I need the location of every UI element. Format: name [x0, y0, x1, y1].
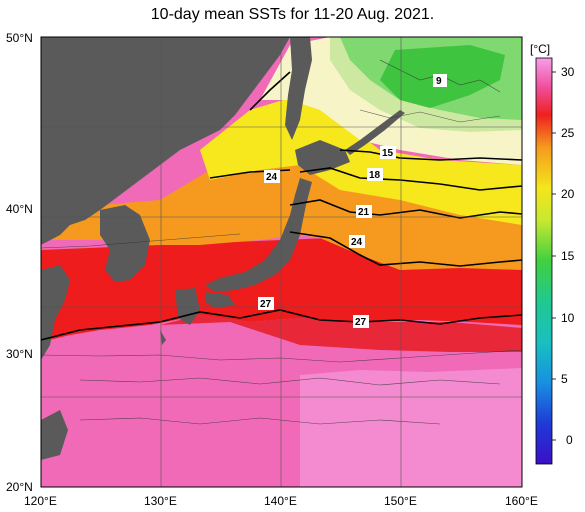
contour-labels: 9 15 18 21 24 24 27 27: [258, 74, 447, 328]
colorbar-tick-0: 0: [566, 433, 573, 447]
colorbar-tick-30: 30: [561, 65, 575, 79]
lon-label-150: 150°E: [384, 494, 417, 508]
contour-label-27-east: 27: [355, 317, 367, 328]
lon-label-130: 130°E: [144, 494, 177, 508]
contour-label-24-north: 24: [266, 172, 278, 183]
contour-label-18: 18: [369, 170, 381, 181]
colorbar-unit: [°C]: [530, 42, 550, 56]
colorbar-tick-5: 5: [561, 372, 568, 386]
hokkaido-landmass: [295, 140, 350, 175]
graticule: [41, 37, 522, 487]
sakhalin-landmass: [285, 37, 312, 140]
asia-landmass: [41, 37, 290, 245]
lat-label-30: 30°N: [6, 347, 33, 361]
lat-label-40: 40°N: [6, 202, 33, 216]
sst-field: [41, 37, 522, 487]
contour-label-15: 15: [382, 148, 394, 159]
lat-label-50: 50°N: [6, 31, 33, 45]
colorbar-tick-20: 20: [561, 187, 575, 201]
colorbar: [°C] 30 25 20 15 10 5 0: [530, 42, 575, 465]
contour-label-24: 24: [351, 237, 363, 248]
colorbar-tick-25: 25: [561, 126, 575, 140]
contour-label-9: 9: [436, 76, 442, 87]
contour-label-27-west: 27: [260, 299, 272, 310]
map-title: 10-day mean SSTs for 11-20 Aug. 2021.: [150, 6, 435, 23]
lon-label-160: 160°E: [505, 494, 538, 508]
colorbar-tick-15: 15: [561, 249, 575, 263]
colorbar-tick-10: 10: [561, 311, 575, 325]
honshu-landmass: [205, 178, 312, 292]
lat-label-20: 20°N: [6, 480, 33, 494]
contour-label-21: 21: [358, 207, 370, 218]
lon-label-140: 140°E: [264, 494, 297, 508]
lon-label-120: 120°E: [24, 494, 57, 508]
